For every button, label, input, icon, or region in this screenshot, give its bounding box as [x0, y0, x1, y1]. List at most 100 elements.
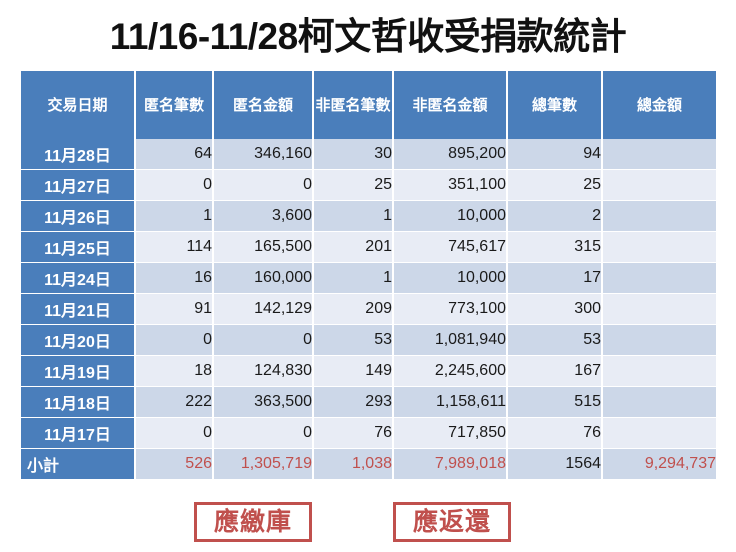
cell-nonanonymous-amount: 773,100 — [393, 293, 508, 325]
table-header: 交易日期 匿名筆數 匿名金額 非匿名筆數 非匿名金額 總筆數 總金額 — [21, 71, 716, 139]
cell-nonanonymous-count: 76 — [313, 417, 394, 449]
cell-transaction-date: 11月28日 — [21, 139, 136, 170]
cell-total-count: 300 — [507, 293, 603, 325]
cell-total-amount — [602, 386, 716, 418]
cell-total-amount — [602, 231, 716, 263]
table-row: 11月24日 16 160,000 1 10,000 17 — [21, 262, 716, 294]
cell-anonymous-count: 91 — [135, 293, 214, 325]
cell-total-amount — [602, 139, 716, 170]
cell-total-count: 167 — [507, 355, 603, 387]
cell-total-amount — [602, 262, 716, 294]
cell-subtotal-total-amount: 9,294,737 — [602, 448, 716, 480]
cell-transaction-date: 11月20日 — [21, 324, 136, 356]
cell-transaction-date: 11月19日 — [21, 355, 136, 387]
cell-nonanonymous-count: 53 — [313, 324, 394, 356]
cell-nonanonymous-count: 201 — [313, 231, 394, 263]
cell-total-count: 2 — [507, 200, 603, 232]
cell-anonymous-amount: 363,500 — [213, 386, 314, 418]
column-header-nonanonymous-count: 非匿名筆數 — [313, 71, 394, 139]
cell-nonanonymous-amount: 1,081,940 — [393, 324, 508, 356]
cell-nonanonymous-amount: 10,000 — [393, 262, 508, 294]
cell-anonymous-amount: 346,160 — [213, 139, 314, 170]
cell-subtotal-label: 小計 — [21, 448, 136, 480]
cell-nonanonymous-amount: 745,617 — [393, 231, 508, 263]
cell-total-count: 515 — [507, 386, 603, 418]
cell-nonanonymous-count: 209 — [313, 293, 394, 325]
cell-anonymous-amount: 160,000 — [213, 262, 314, 294]
cell-anonymous-count: 0 — [135, 169, 214, 201]
cell-anonymous-count: 16 — [135, 262, 214, 294]
column-header-total-amount: 總金額 — [602, 71, 716, 139]
cell-total-amount — [602, 200, 716, 232]
cell-anonymous-count: 1 — [135, 200, 214, 232]
cell-nonanonymous-count: 149 — [313, 355, 394, 387]
cell-transaction-date: 11月25日 — [21, 231, 136, 263]
cell-total-amount — [602, 355, 716, 387]
cell-transaction-date: 11月24日 — [21, 262, 136, 294]
column-header-transaction-date: 交易日期 — [21, 71, 136, 139]
cell-total-amount — [602, 417, 716, 449]
table-row: 11月17日 0 0 76 717,850 76 — [21, 417, 716, 449]
table-row: 11月26日 1 3,600 1 10,000 2 — [21, 200, 716, 232]
cell-anonymous-count: 64 — [135, 139, 214, 170]
cell-total-count: 25 — [507, 169, 603, 201]
cell-anonymous-amount: 0 — [213, 169, 314, 201]
cell-subtotal-total-count: 1564 — [507, 448, 603, 480]
column-header-nonanonymous-amount: 非匿名金額 — [393, 71, 508, 139]
cell-anonymous-amount: 0 — [213, 417, 314, 449]
cell-total-count: 53 — [507, 324, 603, 356]
cell-anonymous-count: 114 — [135, 231, 214, 263]
cell-transaction-date: 11月27日 — [21, 169, 136, 201]
cell-nonanonymous-amount: 1,158,611 — [393, 386, 508, 418]
table-subtotal-row: 小計 526 1,305,719 1,038 7,989,018 1564 9,294,73… — [21, 448, 716, 480]
table-row: 11月20日 0 0 53 1,081,940 53 — [21, 324, 716, 356]
cell-anonymous-amount: 142,129 — [213, 293, 314, 325]
table-header-row: 交易日期 匿名筆數 匿名金額 非匿名筆數 非匿名金額 總筆數 總金額 — [21, 71, 716, 139]
cell-nonanonymous-amount: 10,000 — [393, 200, 508, 232]
cell-nonanonymous-count: 293 — [313, 386, 394, 418]
cell-transaction-date: 11月18日 — [21, 386, 136, 418]
cell-nonanonymous-count: 1 — [313, 262, 394, 294]
table-body: 11月28日 64 346,160 30 895,200 94 11月27日 0 0 25 351,… — [21, 139, 716, 480]
cell-subtotal-nonanonymous-count: 1,038 — [313, 448, 394, 480]
cell-nonanonymous-count: 30 — [313, 139, 394, 170]
cell-transaction-date: 11月17日 — [21, 417, 136, 449]
donation-statistics-table-wrapper: 交易日期 匿名筆數 匿名金額 非匿名筆數 非匿名金額 總筆數 總金額 11月28… — [21, 71, 716, 480]
cell-anonymous-amount: 0 — [213, 324, 314, 356]
cell-total-count: 76 — [507, 417, 603, 449]
cell-anonymous-amount: 3,600 — [213, 200, 314, 232]
cell-subtotal-nonanonymous-amount: 7,989,018 — [393, 448, 508, 480]
column-header-total-count: 總筆數 — [507, 71, 603, 139]
cell-nonanonymous-amount: 351,100 — [393, 169, 508, 201]
table-row: 11月18日 222 363,500 293 1,158,611 515 — [21, 386, 716, 418]
column-header-anonymous-count: 匿名筆數 — [135, 71, 214, 139]
cell-transaction-date: 11月26日 — [21, 200, 136, 232]
cell-subtotal-anonymous-count: 526 — [135, 448, 214, 480]
table-row: 11月27日 0 0 25 351,100 25 — [21, 169, 716, 201]
cell-anonymous-amount: 165,500 — [213, 231, 314, 263]
page-title: 11/16-11/28柯文哲收受捐款統計 — [109, 16, 627, 57]
cell-total-count: 315 — [507, 231, 603, 263]
cell-total-amount — [602, 324, 716, 356]
cell-nonanonymous-count: 25 — [313, 169, 394, 201]
cell-total-count: 17 — [507, 262, 603, 294]
cell-anonymous-count: 0 — [135, 324, 214, 356]
cell-anonymous-count: 18 — [135, 355, 214, 387]
cell-anonymous-count: 222 — [135, 386, 214, 418]
table-row: 11月21日 91 142,129 209 773,100 300 — [21, 293, 716, 325]
callout-should-refund: 應返還 — [393, 502, 511, 542]
table-row: 11月19日 18 124,830 149 2,245,600 167 — [21, 355, 716, 387]
callout-pay-to-treasury: 應繳庫 — [194, 502, 312, 542]
column-header-anonymous-amount: 匿名金額 — [213, 71, 314, 139]
donation-statistics-table: 交易日期 匿名筆數 匿名金額 非匿名筆數 非匿名金額 總筆數 總金額 11月28… — [21, 71, 716, 480]
cell-anonymous-amount: 124,830 — [213, 355, 314, 387]
table-row: 11月28日 64 346,160 30 895,200 94 — [21, 139, 716, 170]
cell-transaction-date: 11月21日 — [21, 293, 136, 325]
table-row: 11月25日 114 165,500 201 745,617 315 — [21, 231, 716, 263]
cell-total-amount — [602, 169, 716, 201]
cell-anonymous-count: 0 — [135, 417, 214, 449]
cell-subtotal-anonymous-amount: 1,305,719 — [213, 448, 314, 480]
cell-nonanonymous-amount: 2,245,600 — [393, 355, 508, 387]
cell-nonanonymous-count: 1 — [313, 200, 394, 232]
